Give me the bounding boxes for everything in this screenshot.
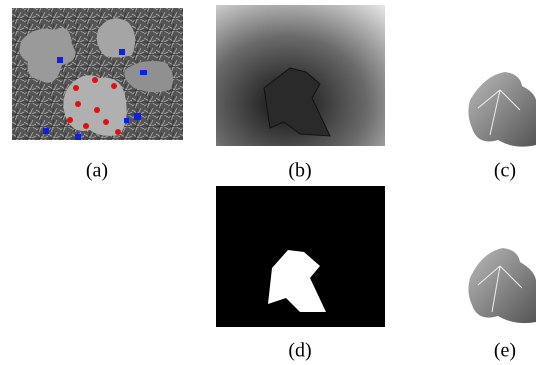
panel-label: (d) [288,340,311,362]
leaf-cutout [468,248,536,323]
panel-a [12,8,183,140]
panel-label: (a) [86,160,108,182]
panel-label: (c) [494,160,516,182]
figure: (a) (b) (c) (d) (e) [0,0,536,365]
leaf [63,75,126,136]
panel-d [216,186,385,327]
panel-label: (e) [494,340,516,362]
panel-label: (b) [288,160,311,182]
panel-c [468,72,536,147]
leaf-cutout [468,72,536,147]
panel-e [468,248,536,323]
panel-b [216,5,385,146]
